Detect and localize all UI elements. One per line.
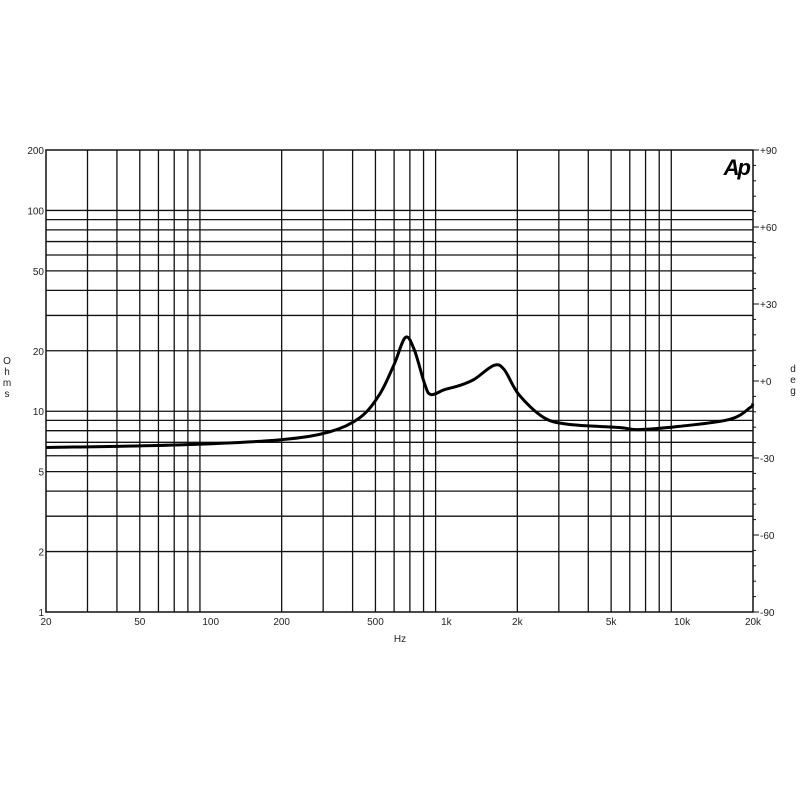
y-tick-label: 100 — [27, 206, 44, 217]
y2-tick-label: +90 — [760, 146, 777, 157]
x-tick-label: 100 — [202, 617, 219, 628]
x-tick-label: 500 — [367, 617, 384, 628]
y-tick-label: 2 — [38, 548, 44, 559]
x-tick-label: 1k — [441, 617, 453, 628]
y2-tick-label: -90 — [760, 608, 775, 619]
x-axis-label: Hz — [394, 634, 406, 645]
y-tick-label: 20 — [33, 347, 45, 358]
y-tick-label: 200 — [27, 146, 44, 157]
x-tick-label: 10k — [674, 617, 691, 628]
y-tick-label: 1 — [38, 608, 44, 619]
y-tick-label: 50 — [33, 267, 45, 278]
x-tick-label: 20k — [745, 617, 762, 628]
y-tick-label: 5 — [38, 468, 44, 479]
x-tick-label: 2k — [512, 617, 524, 628]
y-tick-label: 10 — [33, 407, 45, 418]
x-tick-label: 5k — [606, 617, 618, 628]
y2-tick-label: +0 — [760, 377, 772, 388]
y2-tick-label: +30 — [760, 300, 777, 311]
impedance-curve — [45, 335, 755, 449]
ap-logo: Ap — [723, 155, 751, 180]
x-tick-label: 20 — [40, 617, 52, 628]
x-tick-label: 200 — [273, 617, 290, 628]
y2-tick-label: -60 — [760, 531, 775, 542]
y2-tick-label: -30 — [760, 454, 775, 465]
x-tick-label: 50 — [134, 617, 146, 628]
y2-tick-label: +60 — [760, 223, 777, 234]
